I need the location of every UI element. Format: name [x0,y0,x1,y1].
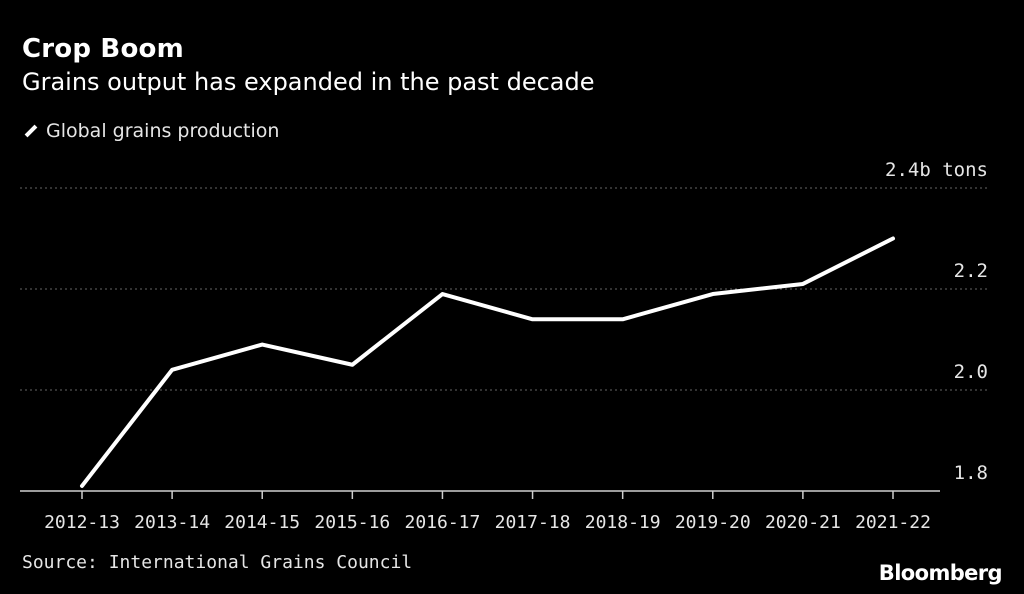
legend: Global grains production [22,120,279,142]
x-tick-label: 2016-17 [405,512,481,533]
source-note: Source: International Grains Council [22,552,413,573]
series-line-global-grains-production [80,236,895,488]
chart-subtitle: Grains output has expanded in the past d… [22,68,595,96]
legend-label: Global grains production [46,120,280,142]
chart-title: Crop Boom [22,34,184,64]
bloomberg-logo: Bloomberg [878,561,1003,585]
x-tick-label: 2019-20 [675,512,751,533]
y-tick-label: 2.4b tons [885,159,988,181]
y-tick-label: 2.2 [954,260,988,282]
gridlines [20,187,990,492]
x-tick-label: 2014-15 [224,512,300,533]
x-tick-label: 2020-21 [765,512,841,533]
x-tick-label: 2018-19 [585,512,661,533]
x-tick-label: 2012-13 [44,512,120,533]
y-tick-label: 1.8 [954,462,988,484]
y-tick-label: 2.0 [954,361,988,383]
x-tick-label: 2021-22 [855,512,931,533]
x-tick-label: 2015-16 [314,512,390,533]
x-tick-label: 2013-14 [134,512,210,533]
y-axis: 1.8 2.0 2.2 2.4b tons [885,159,988,484]
series-layer [80,236,895,488]
x-axis: 2012-13 2013-14 2014-15 2015-16 2016-17 2017-… [44,491,931,533]
x-tick-label: 2017-18 [495,512,571,533]
